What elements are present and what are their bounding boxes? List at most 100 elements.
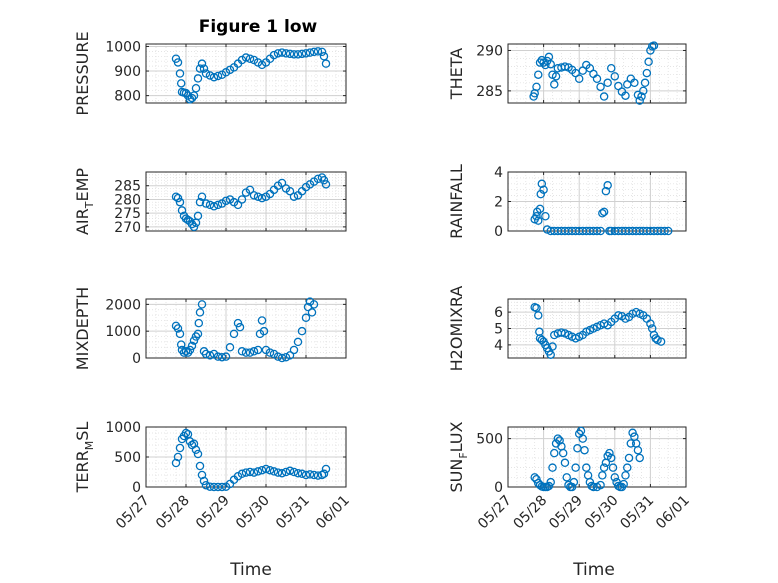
subplot-theta: 285 290 THETA xyxy=(447,41,687,105)
y-axis-label: RAINFALL xyxy=(447,164,466,239)
data-point xyxy=(610,72,620,81)
data-point xyxy=(195,197,205,207)
data-point xyxy=(233,200,243,210)
data-point xyxy=(249,468,259,477)
data-point xyxy=(289,345,299,355)
y-tick-label: 270 xyxy=(114,220,141,236)
axes-box xyxy=(507,43,687,104)
data-point xyxy=(631,439,641,448)
y-tick-label: 2000 xyxy=(105,297,141,313)
data-point xyxy=(289,192,299,201)
data-point xyxy=(191,445,201,455)
data-point xyxy=(639,86,648,96)
data-point xyxy=(199,476,209,486)
data-point xyxy=(241,348,251,357)
data-point xyxy=(281,49,291,58)
data-point xyxy=(633,445,643,455)
data-point xyxy=(536,189,546,199)
data-point xyxy=(544,481,554,491)
data-point xyxy=(237,469,247,479)
data-point xyxy=(245,467,255,477)
data-point xyxy=(567,482,577,492)
data-point xyxy=(560,62,570,71)
data-point xyxy=(233,318,243,328)
y-axis-label: MIXDEPTH xyxy=(73,287,92,370)
data-point xyxy=(245,185,255,195)
data-point xyxy=(635,96,644,105)
y-tick-label: 1000 xyxy=(105,39,141,55)
y-tick-label: 290 xyxy=(476,43,503,59)
data-point xyxy=(578,434,588,443)
y-tick-label: 275 xyxy=(114,206,141,222)
data-point xyxy=(646,319,655,328)
data-point xyxy=(185,345,195,355)
data-point xyxy=(195,461,205,471)
y-tick-label: 500 xyxy=(476,432,503,448)
data-point xyxy=(259,326,269,336)
data-point xyxy=(273,352,283,361)
data-point xyxy=(175,69,185,78)
data-point xyxy=(221,352,231,361)
data-point xyxy=(201,480,211,490)
data-point xyxy=(640,78,650,88)
data-point xyxy=(621,91,630,100)
data-point xyxy=(596,82,605,92)
data-point xyxy=(598,471,607,480)
data-point xyxy=(173,193,183,203)
data-point xyxy=(592,226,602,236)
data-point xyxy=(181,88,191,98)
data-point xyxy=(319,175,329,185)
y-tick-label: 285 xyxy=(114,179,141,195)
y-tick-label: 4 xyxy=(494,338,503,354)
data-point xyxy=(289,50,299,59)
data-point xyxy=(313,47,323,56)
data-point xyxy=(257,465,267,475)
data-point xyxy=(249,191,259,200)
data-point xyxy=(293,468,303,478)
data-point xyxy=(205,351,215,360)
data-point xyxy=(321,59,331,68)
data-point xyxy=(546,59,555,69)
data-point xyxy=(569,477,579,487)
x-tick-label: 05/28 xyxy=(511,493,551,533)
data-point xyxy=(293,50,303,59)
data-point xyxy=(293,337,303,347)
data-point xyxy=(221,196,231,206)
data-point xyxy=(277,353,287,363)
y-axis-label: THETA xyxy=(447,48,466,100)
data-point xyxy=(193,449,203,459)
data-point xyxy=(541,60,550,70)
data-point xyxy=(193,211,203,221)
data-point xyxy=(297,469,307,479)
data-point xyxy=(187,341,197,351)
x-tick-label: 05/27 xyxy=(475,493,515,533)
data-point xyxy=(656,337,666,346)
subplot-terr: 0 500 1000 TERRMSL 05/27 05/28 05/29 05/30 05/31… xyxy=(73,420,353,532)
data-point xyxy=(253,467,263,476)
y-tick-label: 6 xyxy=(494,305,503,321)
y-tick-label: 285 xyxy=(476,84,503,100)
data-point xyxy=(193,74,203,83)
x-axis-label-right: Time xyxy=(572,560,615,580)
x-tick-label: 05/30 xyxy=(582,493,622,533)
data-point xyxy=(541,211,550,221)
y-tick-label: 800 xyxy=(114,89,141,105)
data-point xyxy=(649,41,659,50)
data-point xyxy=(606,453,616,463)
x-tick-label: 05/27 xyxy=(113,493,153,533)
data-point xyxy=(201,199,211,208)
data-point xyxy=(189,336,199,345)
x-tick-label: 05/30 xyxy=(233,493,273,533)
x-tick-label: 05/28 xyxy=(153,493,193,533)
axes-box xyxy=(145,171,347,232)
data-point xyxy=(582,463,591,472)
data-point xyxy=(253,192,263,201)
data-point xyxy=(181,347,191,356)
data-point xyxy=(261,464,271,474)
data-point xyxy=(173,58,183,67)
data-point xyxy=(553,434,563,443)
data-point xyxy=(241,53,251,62)
data-point xyxy=(273,468,283,477)
data-point xyxy=(257,193,267,203)
data-point xyxy=(265,465,275,475)
